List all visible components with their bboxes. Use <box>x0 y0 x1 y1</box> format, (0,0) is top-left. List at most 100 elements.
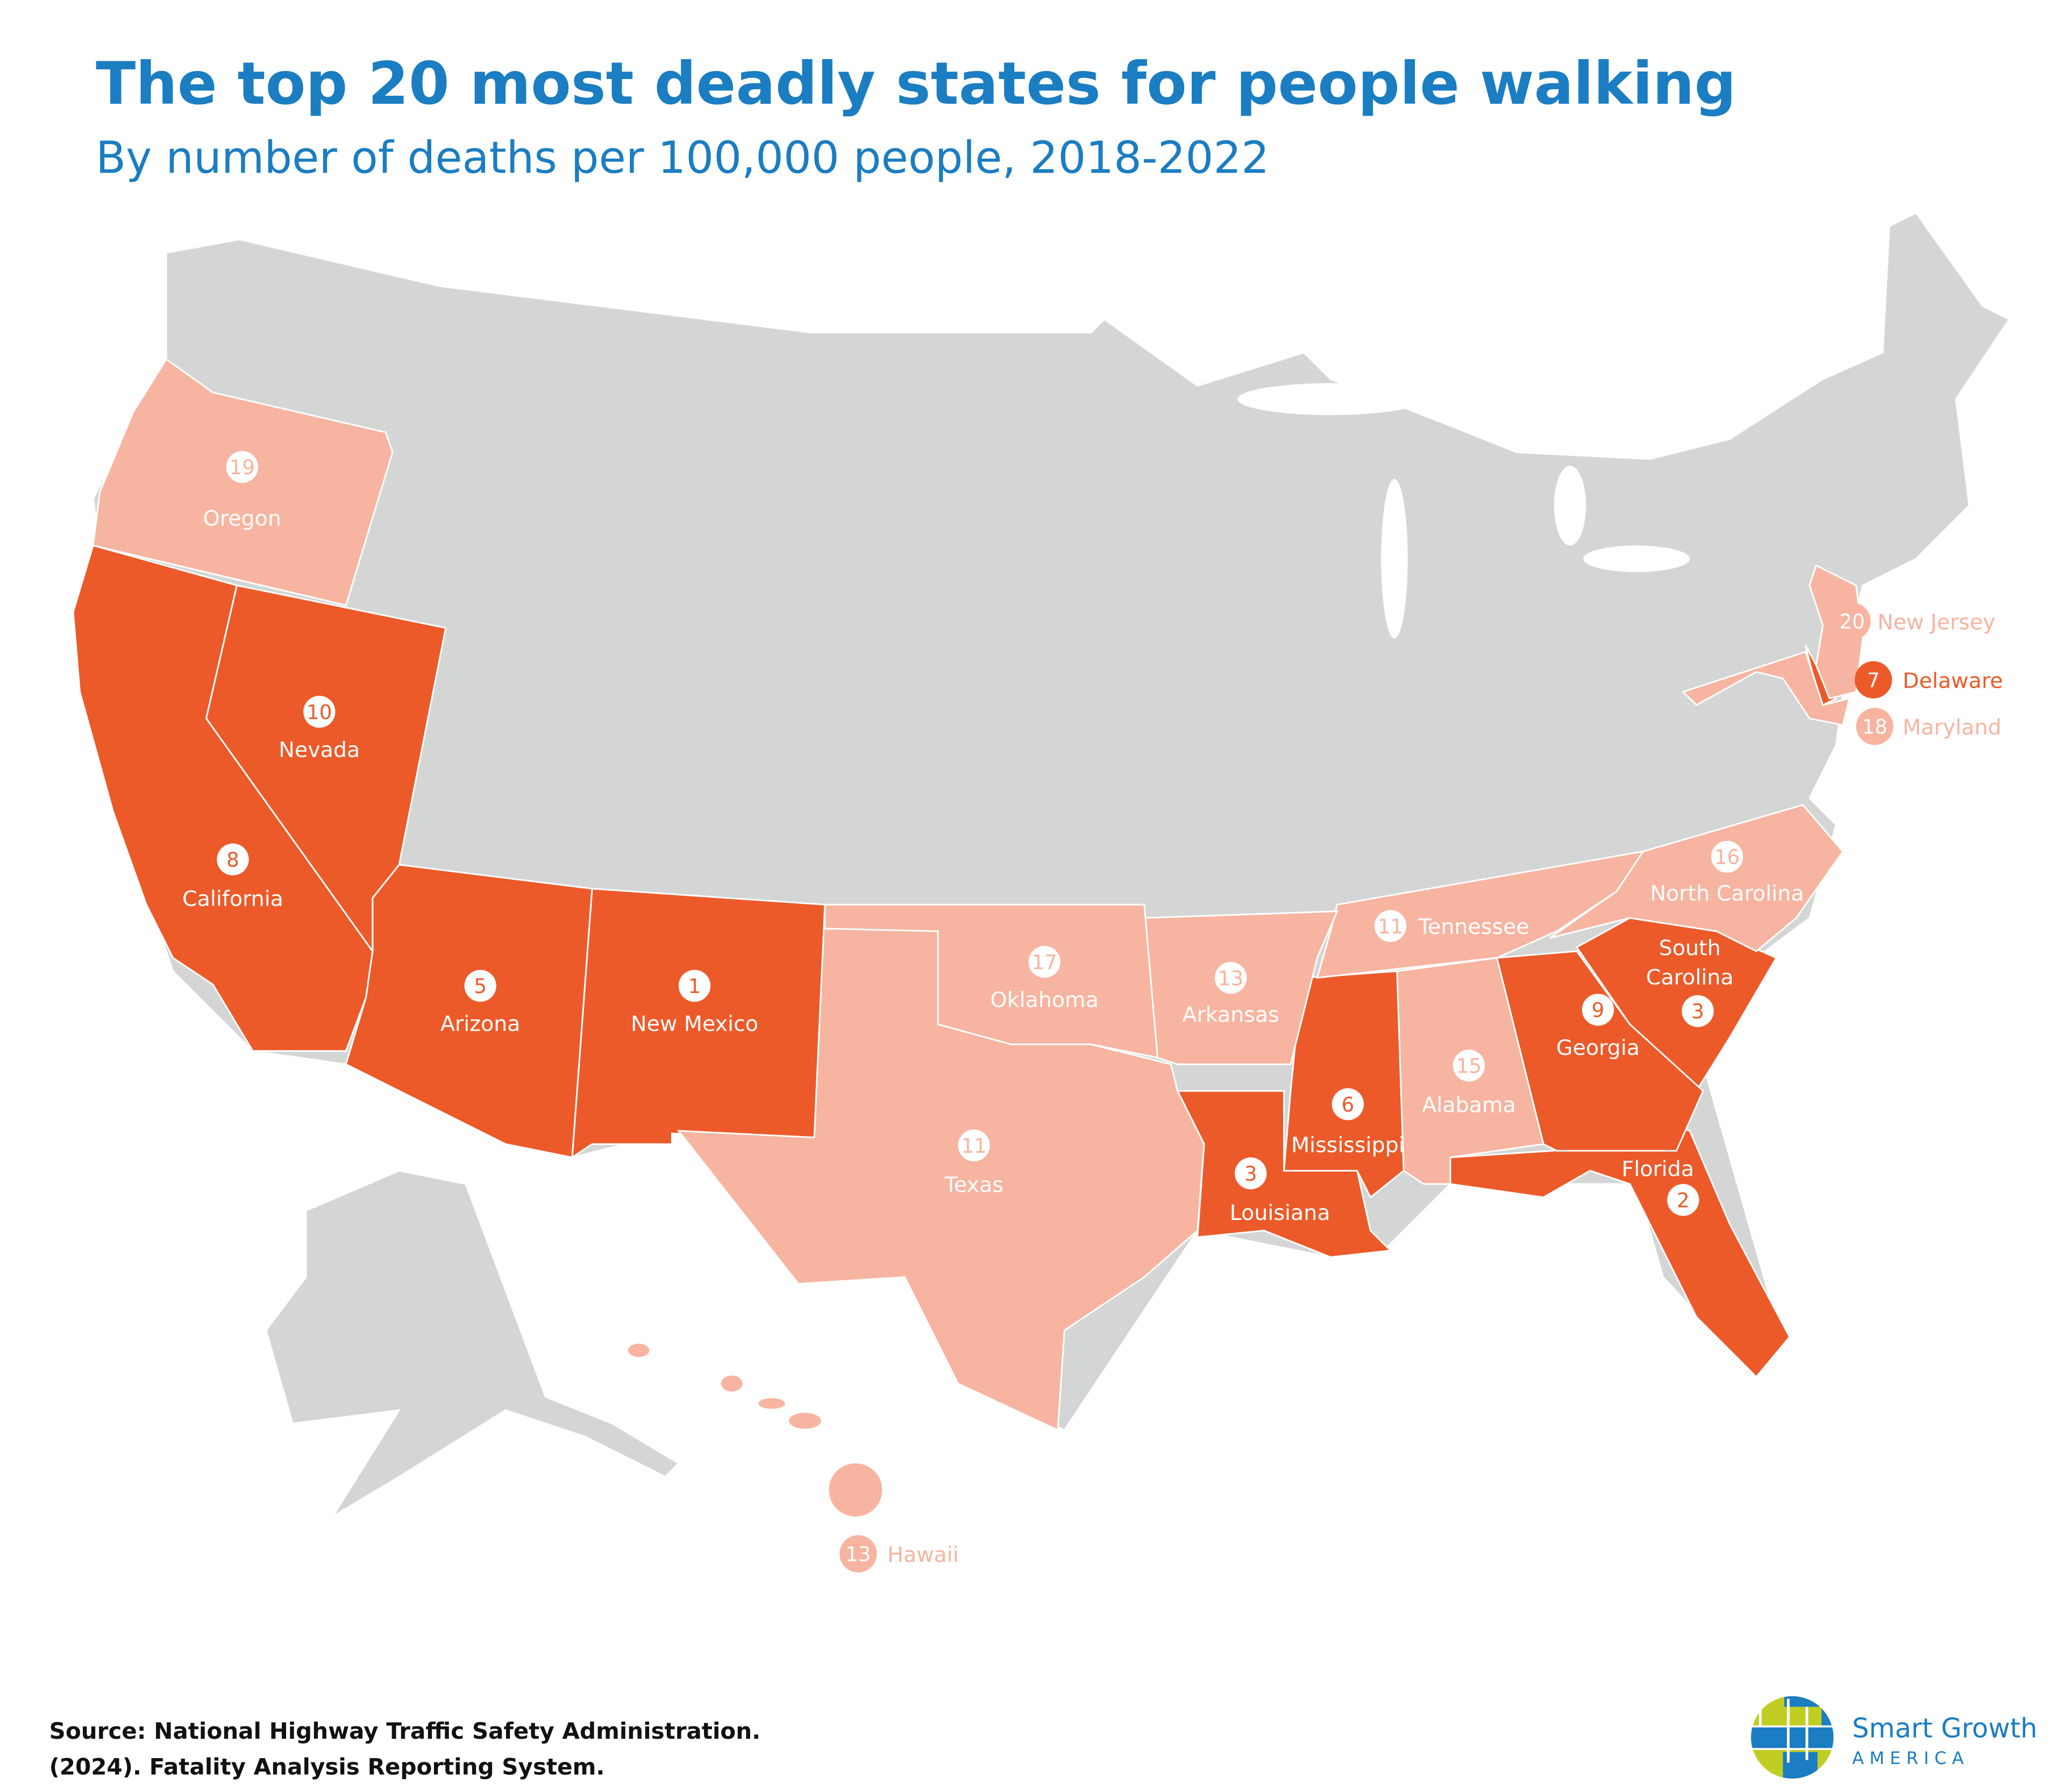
state-name: Delaware <box>1903 668 2003 693</box>
state-name: Nevada <box>279 738 360 762</box>
state-name: Mississippi <box>1291 1133 1405 1158</box>
rank-badge <box>1331 1088 1364 1120</box>
hawaii-island-shape <box>829 1463 882 1517</box>
north-carolina-shape <box>1549 804 1844 952</box>
state-label-louisiana: 3 Louisiana <box>1230 1157 1330 1225</box>
rank-number: 20 <box>1840 610 1865 633</box>
georgia-shape <box>1496 950 1704 1152</box>
new-jersey-shape <box>1808 564 1864 699</box>
state-name: South Carolina <box>1646 936 1734 990</box>
state-name: New Jersey <box>1877 610 1996 634</box>
state-name: Alabama <box>1422 1093 1516 1118</box>
rank-badge <box>1667 1184 1699 1216</box>
state-label-new-jersey: 20 New Jersey <box>1833 602 1996 640</box>
rank-badge <box>464 969 496 1002</box>
logo-name: Smart Growth <box>1852 1712 2037 1744</box>
state-label-georgia: 9 Georgia <box>1556 994 1640 1060</box>
rank-number: 11 <box>1378 915 1403 938</box>
state-name: Florida <box>1622 1156 1694 1181</box>
rank-number: 3 <box>1244 1162 1257 1186</box>
hawaii-island-shape <box>758 1398 785 1409</box>
hawaii-island-shape <box>789 1412 821 1429</box>
page-subtitle: By number of deaths per 100,000 people, … <box>96 133 1269 184</box>
source-line-2: (2024). Fatality Analysis Reporting Syst… <box>49 1754 605 1780</box>
rank-number: 18 <box>1862 716 1888 739</box>
rank-number: 1 <box>688 975 701 998</box>
rank-number: 8 <box>226 848 239 872</box>
state-label-mississippi: 6 Mississippi <box>1291 1088 1405 1158</box>
state-label-oklahoma: 17 Oklahoma <box>991 946 1099 1012</box>
rank-badge <box>303 696 336 728</box>
source-line-1: Source: National Highway Traffic Safety … <box>49 1718 761 1744</box>
maryland-shape <box>1682 651 1851 726</box>
rank-number: 11 <box>962 1134 987 1158</box>
state-name: Texas <box>944 1173 1003 1197</box>
state-label-delaware: 7 Delaware <box>1855 661 2003 699</box>
logo-subname: A M E R I C A <box>1852 1748 1964 1768</box>
state-label-arkansas: 13 Arkansas <box>1182 961 1279 1027</box>
state-name: Georgia <box>1556 1036 1640 1060</box>
oklahoma-shape <box>824 904 1159 1059</box>
state-label-florida: 2 Florida <box>1622 1156 1699 1216</box>
state-label-alabama: 15 Alabama <box>1422 1050 1516 1118</box>
nevada-shape <box>205 584 447 954</box>
rank-badge <box>1452 1050 1485 1082</box>
rank-number: 19 <box>230 456 255 479</box>
state-label-arizona: 5 Arizona <box>440 969 521 1037</box>
smart-growth-america-logo: Smart Growth A M E R I C A <box>1751 1696 2038 1779</box>
hawaii-island-shape <box>721 1375 743 1392</box>
state-name: Arizona <box>440 1012 521 1037</box>
rank-badge <box>1856 708 1893 745</box>
state-label-tennessee: 11 Tennessee <box>1374 910 1529 942</box>
rank-badge <box>1028 946 1060 978</box>
rank-badge <box>1711 840 1743 873</box>
state-labels: 1 New Mexico 2 Florida 3 South Carolina 3 Louisi… <box>182 451 2003 1573</box>
state-name: Oklahoma <box>991 988 1099 1012</box>
rank-badge <box>226 451 258 483</box>
state-label-south-carolina: 3 South Carolina <box>1646 936 1734 1027</box>
state-name: Arkansas <box>1182 1002 1279 1027</box>
state-label-hawaii: 13 Hawaii <box>839 1535 959 1573</box>
rank-badge <box>1214 961 1247 994</box>
state-name: Hawaii <box>887 1543 959 1567</box>
rank-number: 9 <box>1592 999 1605 1022</box>
florida-shape <box>1449 1123 1791 1379</box>
lake-shape <box>1583 545 1690 573</box>
state-label-new-mexico: 1 New Mexico <box>631 969 758 1037</box>
state-label-maryland: 18 Maryland <box>1856 708 2002 745</box>
state-name: New Mexico <box>631 1012 758 1037</box>
state-label-oregon: 19 Oregon <box>203 451 281 531</box>
rank-badge <box>1374 910 1407 942</box>
rank-number: 7 <box>1867 669 1880 692</box>
rank-badge <box>839 1535 877 1573</box>
rank-number: 5 <box>474 975 487 998</box>
state-name: North Carolina <box>1650 881 1804 906</box>
rank-number: 3 <box>1691 1000 1704 1023</box>
rank-badge <box>678 969 711 1002</box>
hawaii-island-shape <box>628 1344 650 1357</box>
rank-badge <box>1682 995 1714 1027</box>
state-name: Tennessee <box>1418 915 1529 939</box>
rank-badge <box>1833 602 1871 640</box>
lake-shape <box>1381 479 1408 639</box>
state-label-california: 8 California <box>182 843 283 911</box>
rank-number: 13 <box>845 1543 871 1566</box>
rank-number: 2 <box>1677 1189 1690 1212</box>
logo-mark-icon <box>1751 1696 1834 1779</box>
rank-number: 16 <box>1714 846 1740 869</box>
state-name: Oregon <box>203 506 281 531</box>
lake-shape <box>1554 466 1586 546</box>
page-title: The top 20 most deadly states for people… <box>96 49 1736 118</box>
rank-badge <box>1582 994 1614 1026</box>
rank-number: 17 <box>1032 951 1057 974</box>
rank-number: 13 <box>1218 967 1243 990</box>
rank-number: 10 <box>307 701 332 724</box>
state-label-nevada: 10 Nevada <box>279 696 360 762</box>
rank-number: 15 <box>1456 1055 1482 1078</box>
state-label-texas: 11 Texas <box>944 1129 1003 1197</box>
rank-badge <box>1235 1157 1267 1190</box>
state-name: Maryland <box>1903 715 2002 740</box>
state-name: Louisiana <box>1230 1201 1330 1225</box>
arizona-shape <box>345 863 593 1159</box>
